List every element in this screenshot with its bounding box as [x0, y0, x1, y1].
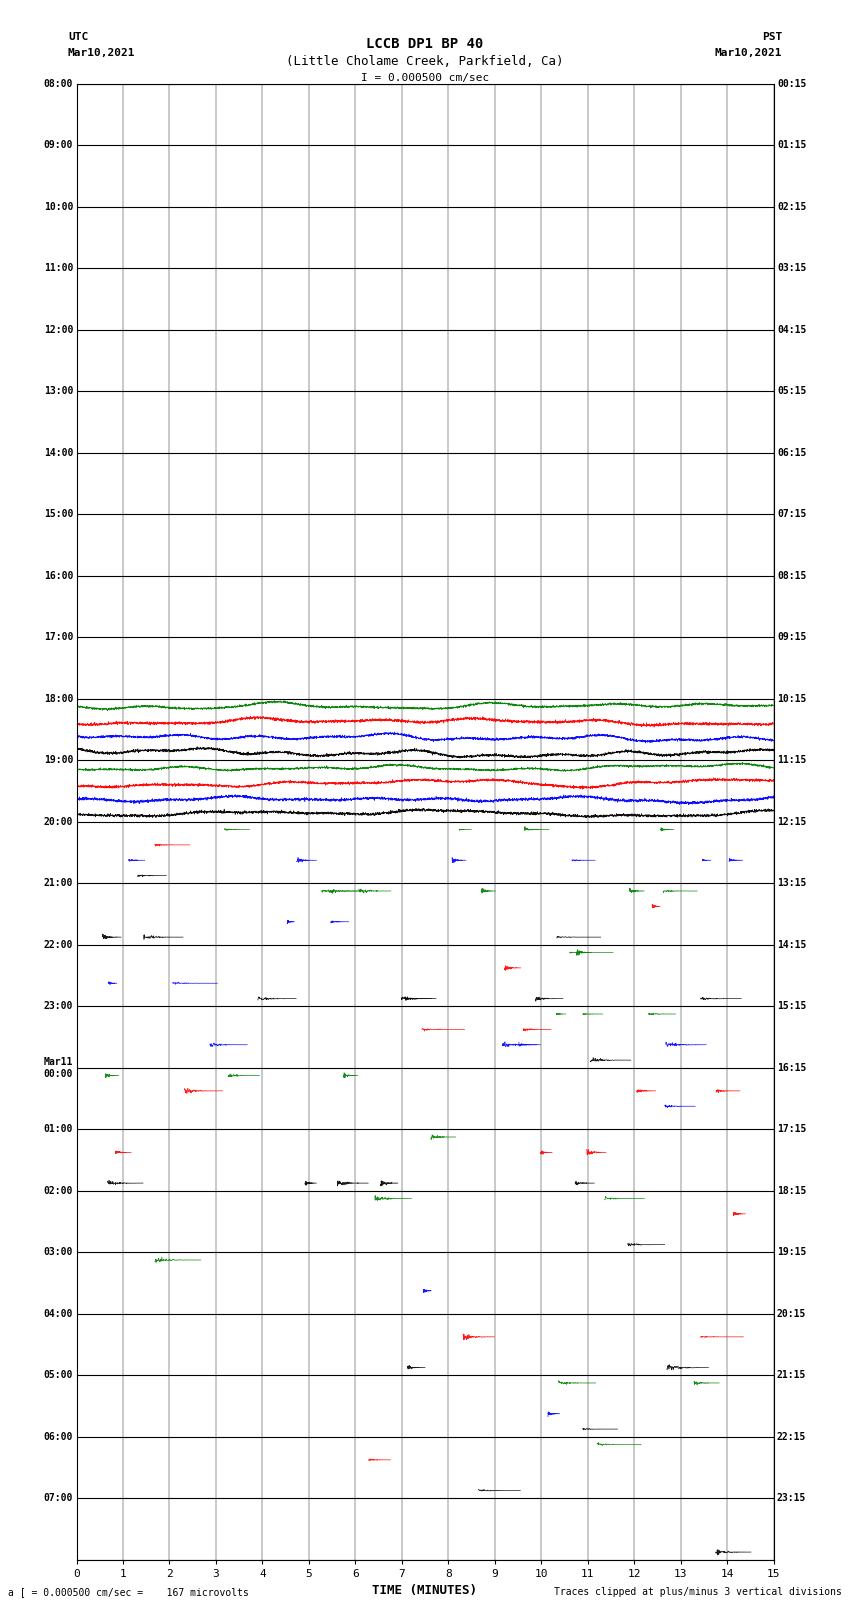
Text: 19:00: 19:00 [43, 755, 73, 765]
Text: 23:00: 23:00 [43, 1002, 73, 1011]
X-axis label: TIME (MINUTES): TIME (MINUTES) [372, 1584, 478, 1597]
Text: 20:00: 20:00 [43, 816, 73, 827]
Text: 01:00: 01:00 [43, 1124, 73, 1134]
Text: 15:15: 15:15 [777, 1002, 807, 1011]
Text: 17:15: 17:15 [777, 1124, 807, 1134]
Text: 04:00: 04:00 [43, 1308, 73, 1319]
Text: 20:15: 20:15 [777, 1308, 807, 1319]
Text: 01:15: 01:15 [777, 140, 807, 150]
Text: PST: PST [762, 32, 782, 42]
Text: I = 0.000500 cm/sec: I = 0.000500 cm/sec [361, 73, 489, 82]
Text: 23:15: 23:15 [777, 1494, 807, 1503]
Text: 22:00: 22:00 [43, 940, 73, 950]
Text: 09:00: 09:00 [43, 140, 73, 150]
Text: 22:15: 22:15 [777, 1432, 807, 1442]
Text: 16:00: 16:00 [43, 571, 73, 581]
Text: 12:00: 12:00 [43, 324, 73, 336]
Text: 09:15: 09:15 [777, 632, 807, 642]
Text: 08:15: 08:15 [777, 571, 807, 581]
Text: 10:00: 10:00 [43, 202, 73, 211]
Text: 16:15: 16:15 [777, 1063, 807, 1073]
Text: 07:00: 07:00 [43, 1494, 73, 1503]
Text: Traces clipped at plus/minus 3 vertical divisions: Traces clipped at plus/minus 3 vertical … [553, 1587, 842, 1597]
Text: Mar11
00:00: Mar11 00:00 [43, 1057, 73, 1079]
Text: 12:15: 12:15 [777, 816, 807, 827]
Text: 14:15: 14:15 [777, 940, 807, 950]
Text: 18:15: 18:15 [777, 1186, 807, 1195]
Text: 06:00: 06:00 [43, 1432, 73, 1442]
Text: 19:15: 19:15 [777, 1247, 807, 1257]
Text: Mar10,2021: Mar10,2021 [715, 48, 782, 58]
Text: 21:15: 21:15 [777, 1371, 807, 1381]
Text: 11:00: 11:00 [43, 263, 73, 273]
Text: 00:15: 00:15 [777, 79, 807, 89]
Text: UTC: UTC [68, 32, 88, 42]
Text: 11:15: 11:15 [777, 755, 807, 765]
Text: 02:15: 02:15 [777, 202, 807, 211]
Text: 04:15: 04:15 [777, 324, 807, 336]
Text: LCCB DP1 BP 40: LCCB DP1 BP 40 [366, 37, 484, 52]
Text: (Little Cholame Creek, Parkfield, Ca): (Little Cholame Creek, Parkfield, Ca) [286, 55, 564, 68]
Text: 21:00: 21:00 [43, 879, 73, 889]
Text: 03:15: 03:15 [777, 263, 807, 273]
Text: a [ = 0.000500 cm/sec =    167 microvolts: a [ = 0.000500 cm/sec = 167 microvolts [8, 1587, 249, 1597]
Text: 15:00: 15:00 [43, 510, 73, 519]
Text: 08:00: 08:00 [43, 79, 73, 89]
Text: 18:00: 18:00 [43, 694, 73, 703]
Text: 06:15: 06:15 [777, 448, 807, 458]
Text: 14:00: 14:00 [43, 448, 73, 458]
Text: 17:00: 17:00 [43, 632, 73, 642]
Text: 03:00: 03:00 [43, 1247, 73, 1257]
Text: 05:00: 05:00 [43, 1371, 73, 1381]
Text: Mar10,2021: Mar10,2021 [68, 48, 135, 58]
Text: 10:15: 10:15 [777, 694, 807, 703]
Text: 07:15: 07:15 [777, 510, 807, 519]
Text: 13:00: 13:00 [43, 387, 73, 397]
Text: 05:15: 05:15 [777, 387, 807, 397]
Text: 02:00: 02:00 [43, 1186, 73, 1195]
Text: 13:15: 13:15 [777, 879, 807, 889]
